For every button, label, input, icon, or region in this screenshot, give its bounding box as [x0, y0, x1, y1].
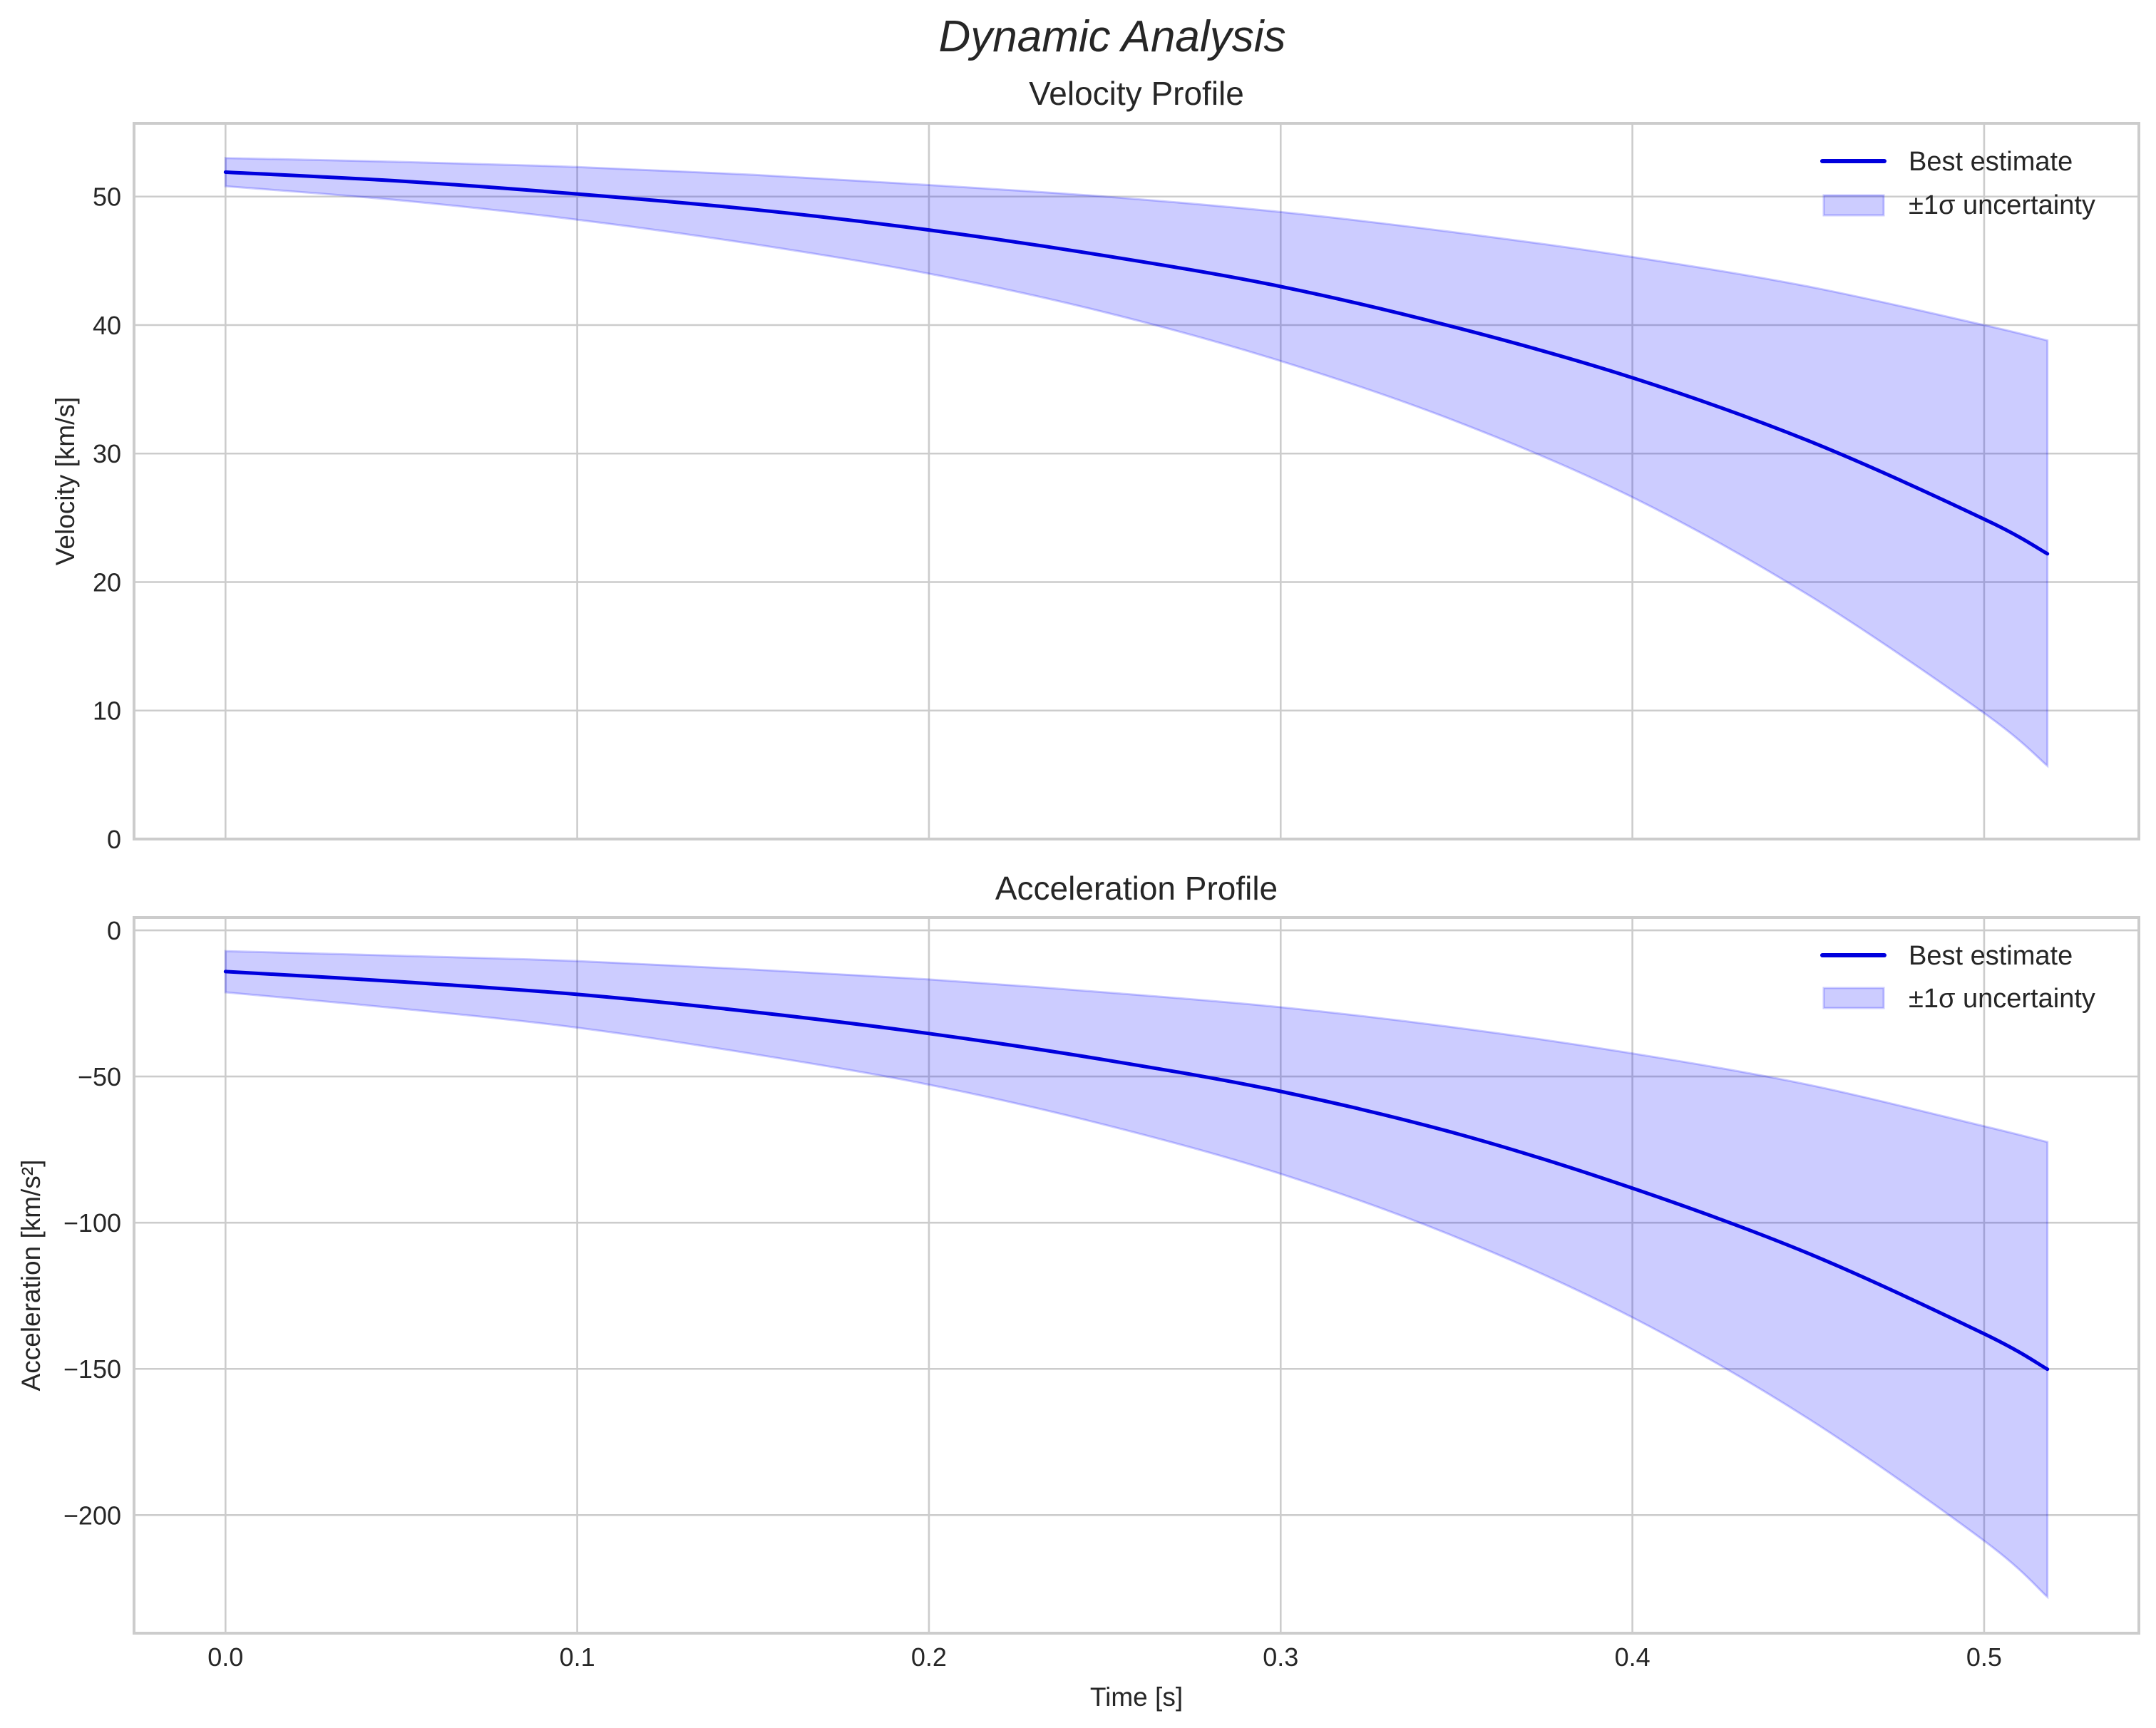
velocity-plot-area [223, 157, 2050, 768]
uncertainty-band [224, 950, 2049, 1600]
x-tick-label: 0.1 [560, 1642, 595, 1672]
y-tick-label: 30 [93, 439, 121, 468]
y-tick-label: 0 [107, 916, 121, 945]
y-tick-label: −200 [63, 1501, 121, 1530]
velocity-axes-frame [133, 122, 2140, 840]
y-tick-label: 40 [93, 311, 121, 340]
x-tick-label: 0.4 [1615, 1642, 1651, 1672]
x-tick-label: 0.5 [1966, 1642, 2002, 1672]
legend-label-best-estimate: Best estimate [1909, 941, 2073, 971]
legend-label-uncertainty: ±1σ uncertainty [1909, 190, 2095, 220]
y-tick-label: 0 [107, 825, 121, 854]
x-tick-label: 0.2 [911, 1642, 947, 1672]
acceleration-panel-title: Acceleration Profile [995, 870, 1278, 907]
velocity-panel-title: Velocity Profile [1029, 75, 1244, 112]
uncertainty-band [224, 157, 2049, 768]
acceleration-y-ticks: 0 −50 −100 −150 −200 [63, 916, 121, 1530]
legend-label-best-estimate: Best estimate [1909, 147, 2073, 177]
y-tick-label: −150 [63, 1354, 121, 1384]
acceleration-gridlines [134, 917, 2139, 1633]
x-tick-label: 0.3 [1263, 1642, 1298, 1672]
y-tick-label: −50 [78, 1062, 121, 1091]
x-axis-ticks: 0.0 0.1 0.2 0.3 0.4 0.5 [207, 1642, 2002, 1672]
acceleration-plot-area [223, 950, 2050, 1600]
legend-label-uncertainty: ±1σ uncertainty [1909, 984, 2095, 1014]
velocity-y-axis-label: Velocity [km/s] [51, 397, 80, 565]
acceleration-y-axis-label: Acceleration [km/s²] [16, 1160, 46, 1392]
velocity-y-ticks: 0 10 20 30 40 50 [93, 182, 121, 854]
acceleration-panel: Acceleration Profile 0 −50 −100 −150 −200 0.… [16, 870, 2140, 1672]
acceleration-axes-frame [133, 916, 2140, 1635]
acceleration-legend: Best estimate ±1σ uncertainty [1820, 941, 2095, 1014]
legend-band-swatch-icon [1822, 194, 1885, 217]
best-estimate-line [223, 170, 2050, 556]
y-tick-label: 10 [93, 696, 121, 726]
y-tick-label: 20 [93, 567, 121, 597]
best-estimate-line [223, 970, 2050, 1372]
y-tick-label: −100 [63, 1208, 121, 1238]
legend-band-swatch-icon [1822, 987, 1885, 1009]
x-axis-label: Time [s] [1090, 1682, 1183, 1712]
velocity-legend: Best estimate ±1σ uncertainty [1820, 147, 2095, 220]
figure-suptitle: Dynamic Analysis [939, 12, 1286, 61]
x-tick-label: 0.0 [207, 1642, 243, 1672]
velocity-panel: Velocity Profile 0 10 20 30 40 50 Velocity [k… [51, 75, 2140, 854]
y-tick-label: 50 [93, 182, 121, 212]
